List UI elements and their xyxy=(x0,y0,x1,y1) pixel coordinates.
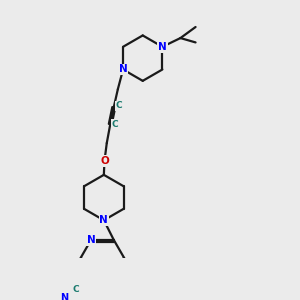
Text: C: C xyxy=(116,101,122,110)
Text: C: C xyxy=(112,120,119,129)
Text: O: O xyxy=(100,156,109,166)
Text: N: N xyxy=(119,64,128,74)
Text: N: N xyxy=(158,42,167,52)
Text: N: N xyxy=(100,215,108,225)
Text: N: N xyxy=(60,292,68,300)
Text: C: C xyxy=(73,285,79,294)
Text: N: N xyxy=(87,235,95,245)
